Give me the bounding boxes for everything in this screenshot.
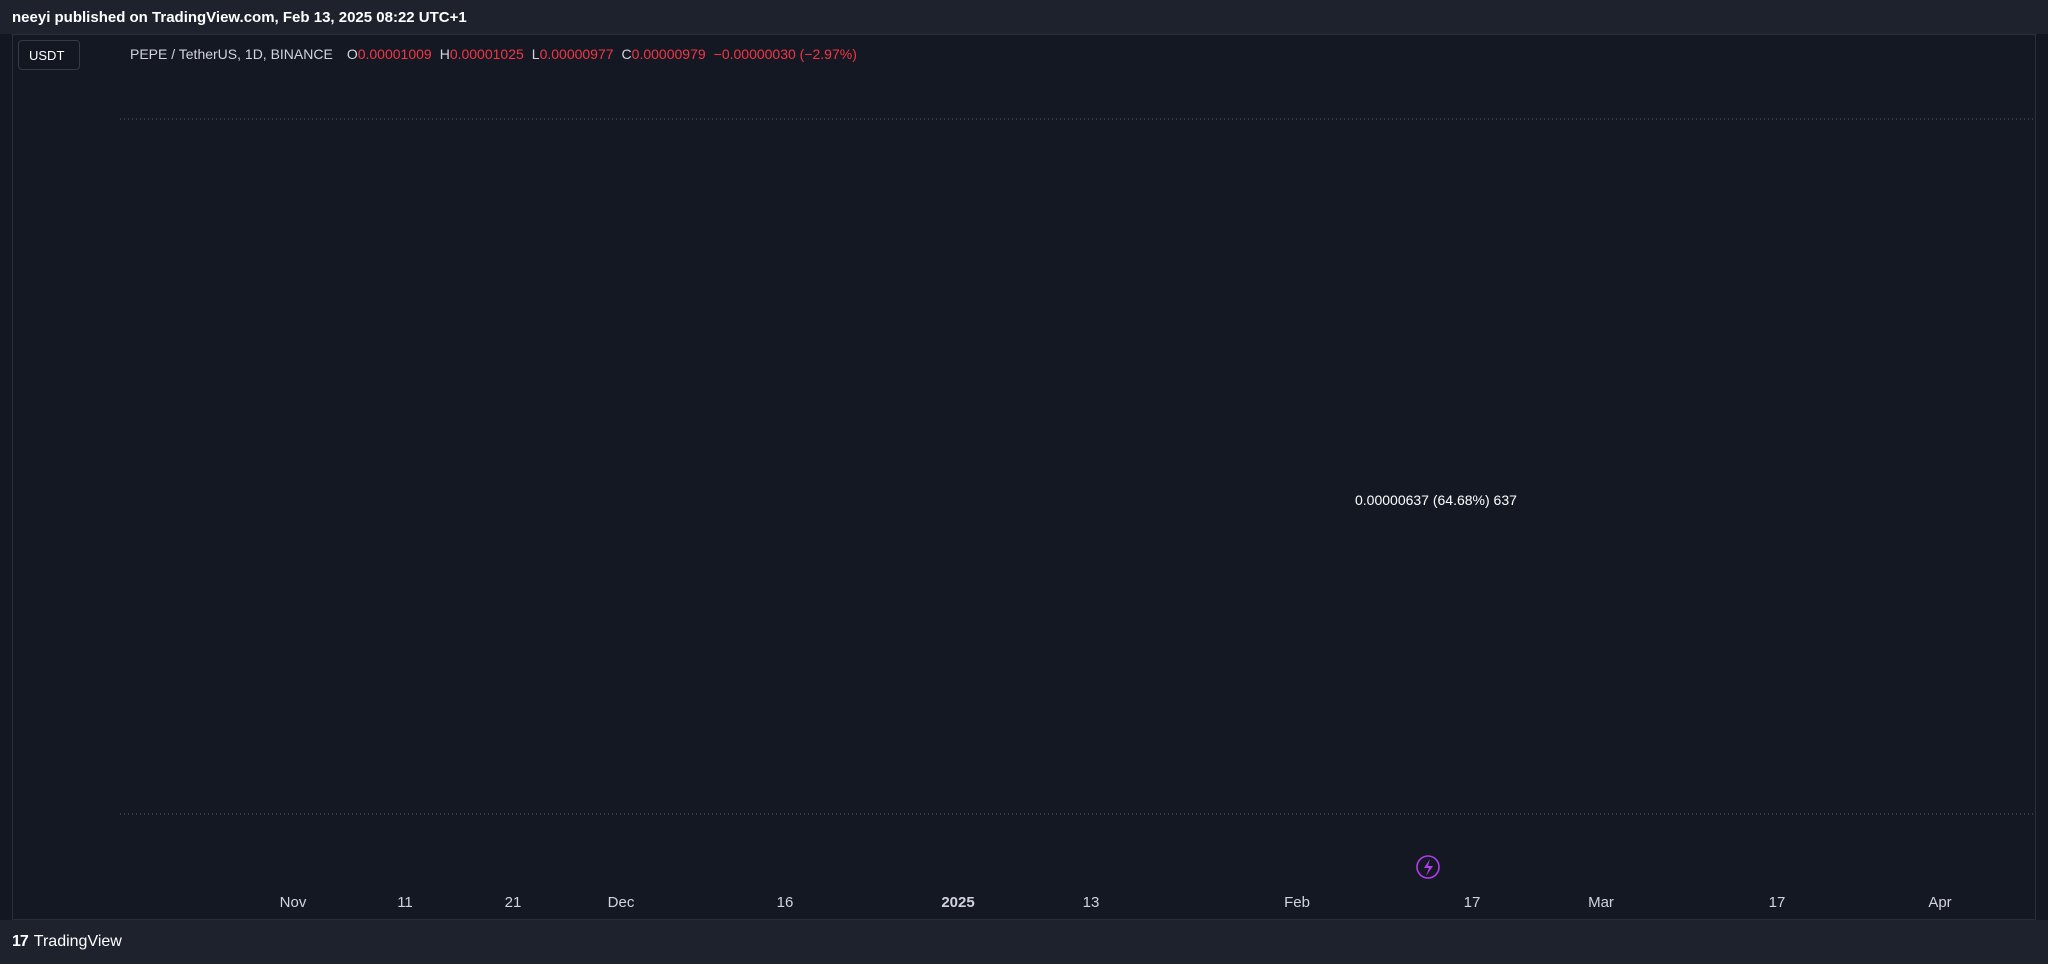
x-tick-label: 17 [1464,894,1481,911]
legend-open-key: O [346,46,358,62]
legend-change: −0.00000030 (−2.97%) [713,46,857,62]
measure-tool: 0.00000637 (64.68%) 637 [1355,492,1517,508]
legend-open: 0.00001009 [357,46,432,62]
legend-low-key: L [531,46,540,62]
publisher-bar: neeyi published on TradingView.com, Feb … [0,0,2048,34]
currency-button[interactable]: USDT [18,40,80,70]
tradingview-logo[interactable]: 17 TradingView [12,933,122,951]
publisher-text: neeyi published on TradingView.com, Feb … [12,8,467,26]
legend-close-key: C [621,46,632,62]
tradingview-wordmark: TradingView [33,933,122,950]
chart-frame[interactable] [12,34,2036,920]
legend-high: 0.00001025 [449,46,524,62]
x-tick-label: 21 [505,894,522,911]
x-tick-label: Apr [1928,894,1951,911]
x-tick-label: 16 [777,894,794,911]
legend-symbol: PEPE / TetherUS, 1D, BINANCE [130,46,333,62]
x-tick-label: Mar [1588,894,1614,911]
footer-bar: 17 TradingView [0,920,2048,964]
x-tick-label: 2025 [941,894,974,911]
x-tick-label: Nov [280,894,307,911]
x-tick-label: 17 [1769,894,1786,911]
legend-ohlc: PEPE / TetherUS, 1D, BINANCE O0.00001009 H… [130,46,865,62]
x-tick-label: 11 [397,894,413,911]
x-tick-label: 13 [1083,894,1100,911]
legend-high-key: H [439,46,450,62]
measure-label: 0.00000637 (64.68%) 637 [1355,492,1517,508]
x-tick-label: Feb [1284,894,1310,911]
grid-lines [120,118,2036,815]
legend-low: 0.00000977 [539,46,614,62]
x-tick-label: Dec [608,894,635,911]
tradingview-mark-icon: 17 [12,933,29,950]
legend-close: 0.00000979 [631,46,706,62]
axes: 0.000028000.000026000.000024000.00002200… [280,855,1952,911]
lightning-icon [1416,855,1440,879]
